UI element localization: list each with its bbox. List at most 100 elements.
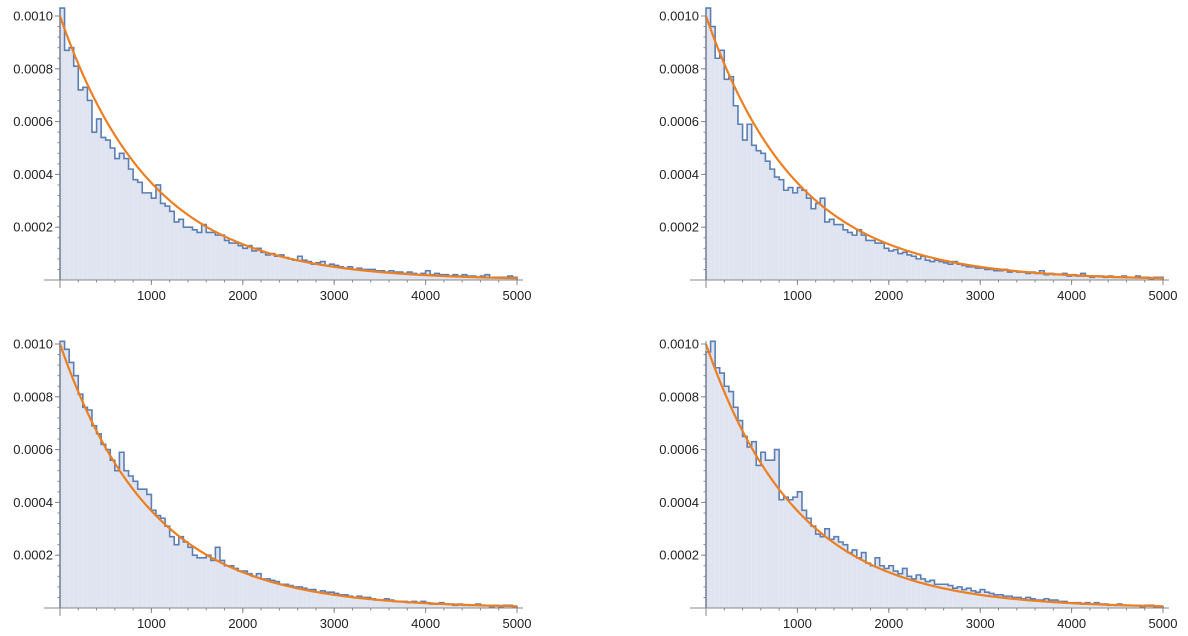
histogram-bar — [820, 536, 825, 608]
histogram-bar — [439, 602, 444, 608]
histogram-bar — [1016, 597, 1022, 608]
y-tick-label: 0.0002 — [659, 548, 699, 563]
chart-panel-bottom-left: 1000 2000 3000 4000 5000 0.0002 0.0004 0.0006 0.… — [13, 337, 531, 632]
histogram-bar — [82, 407, 88, 608]
histogram-bar — [806, 518, 812, 608]
histogram-bar — [178, 219, 184, 280]
y-tick-label: 0.0008 — [13, 389, 53, 404]
histogram-bar — [274, 581, 280, 608]
histogram-bar — [293, 586, 298, 608]
histogram-bar — [133, 179, 138, 280]
histogram-bar — [929, 261, 935, 280]
histogram-bars — [60, 8, 517, 281]
histogram-bar — [769, 169, 775, 280]
histogram-bar — [824, 221, 830, 280]
histogram-bar — [261, 578, 266, 608]
histogram-bar — [306, 589, 312, 608]
histogram-bar — [123, 470, 129, 608]
histogram-bar — [1126, 277, 1132, 280]
histogram-bar — [948, 264, 953, 280]
histogram-bar — [206, 232, 211, 280]
histogram-bar — [737, 124, 743, 281]
histogram-bar — [279, 584, 284, 608]
histogram-bar — [806, 198, 812, 280]
histogram-bar — [174, 544, 179, 608]
y-tick-label: 0.0002 — [13, 220, 53, 235]
histogram-bar — [779, 179, 784, 280]
histogram-bar — [989, 269, 994, 280]
x-tick-label: 5000 — [503, 288, 532, 303]
histogram-bar — [430, 604, 435, 608]
histogram-bar — [128, 476, 134, 608]
histogram-bar — [1099, 276, 1104, 280]
x-tick-label: 1000 — [783, 288, 812, 303]
histogram-bar — [715, 58, 720, 280]
y-tick-label: 0.0008 — [659, 61, 699, 76]
y-tick-label: 0.0002 — [659, 220, 699, 235]
histogram-bar — [101, 137, 106, 280]
histogram-bar — [742, 436, 748, 608]
histogram-bar — [101, 444, 106, 608]
y-tick-label: 0.0010 — [13, 9, 53, 24]
histogram-bar — [975, 268, 981, 280]
x-tick-label: 1000 — [137, 288, 166, 303]
histogram-bar — [788, 187, 793, 280]
histogram-bar — [934, 260, 940, 280]
histogram-bar — [1025, 597, 1031, 608]
histogram-bar — [1030, 598, 1036, 608]
histogram-bar — [907, 254, 912, 280]
histogram-bar — [105, 449, 111, 608]
histogram-bar — [975, 592, 981, 608]
histogram-bar — [343, 594, 348, 608]
histogram-bar — [911, 256, 917, 280]
histogram-bar — [1094, 276, 1100, 280]
histogram-bars — [706, 8, 1163, 281]
histogram-bar — [320, 261, 326, 280]
histogram-bar — [485, 605, 490, 608]
histogram-bar — [706, 8, 711, 281]
histogram-bar — [1131, 277, 1136, 280]
histogram-bar — [366, 597, 371, 608]
histogram-bar — [114, 470, 120, 608]
histogram-bar — [430, 274, 435, 280]
histogram-bar — [192, 555, 198, 608]
histogram-bar — [325, 265, 330, 280]
histogram-bar — [1035, 600, 1040, 608]
histogram-bar — [334, 593, 339, 608]
histogram-bar — [929, 580, 935, 608]
histogram-bar — [389, 270, 394, 280]
histogram-bar — [1007, 596, 1013, 608]
histogram-bar — [393, 601, 399, 608]
histogram-bar — [60, 8, 65, 281]
histogram-bar — [1080, 604, 1086, 608]
histogram-bar — [82, 87, 88, 280]
histogram-bar — [1025, 273, 1031, 280]
histogram-bar — [870, 565, 876, 608]
histogram-bar — [334, 265, 339, 280]
histogram-bar — [402, 273, 408, 280]
histogram-bar — [311, 589, 316, 608]
x-tick-label: 2000 — [228, 288, 257, 303]
y-tick-label: 0.0006 — [659, 114, 699, 129]
histogram-bar — [137, 489, 143, 608]
histogram-bar — [765, 161, 770, 280]
histogram-bar — [1076, 602, 1081, 608]
histogram-bar — [169, 211, 175, 280]
chart-panel-top-left: 1000 2000 3000 4000 5000 0.0002 0.0004 0.0006 0.… — [13, 7, 532, 303]
histogram-bar — [856, 557, 862, 608]
histogram-bar — [1067, 602, 1072, 608]
histogram-bar — [361, 269, 367, 280]
histogram-bar — [261, 252, 266, 280]
x-tick-label: 3000 — [320, 288, 349, 303]
histogram-bar — [861, 235, 866, 280]
histogram-bar — [114, 158, 120, 280]
histogram-bar — [1085, 602, 1090, 608]
histogram-bar — [146, 494, 152, 608]
histogram-bar — [1021, 272, 1026, 280]
histogram-bar — [142, 192, 147, 280]
histogram-bar — [783, 497, 789, 608]
histogram-bar — [233, 568, 239, 608]
histogram-bar — [920, 256, 926, 280]
histogram-bar — [1085, 276, 1090, 280]
histogram-bar — [480, 605, 486, 608]
